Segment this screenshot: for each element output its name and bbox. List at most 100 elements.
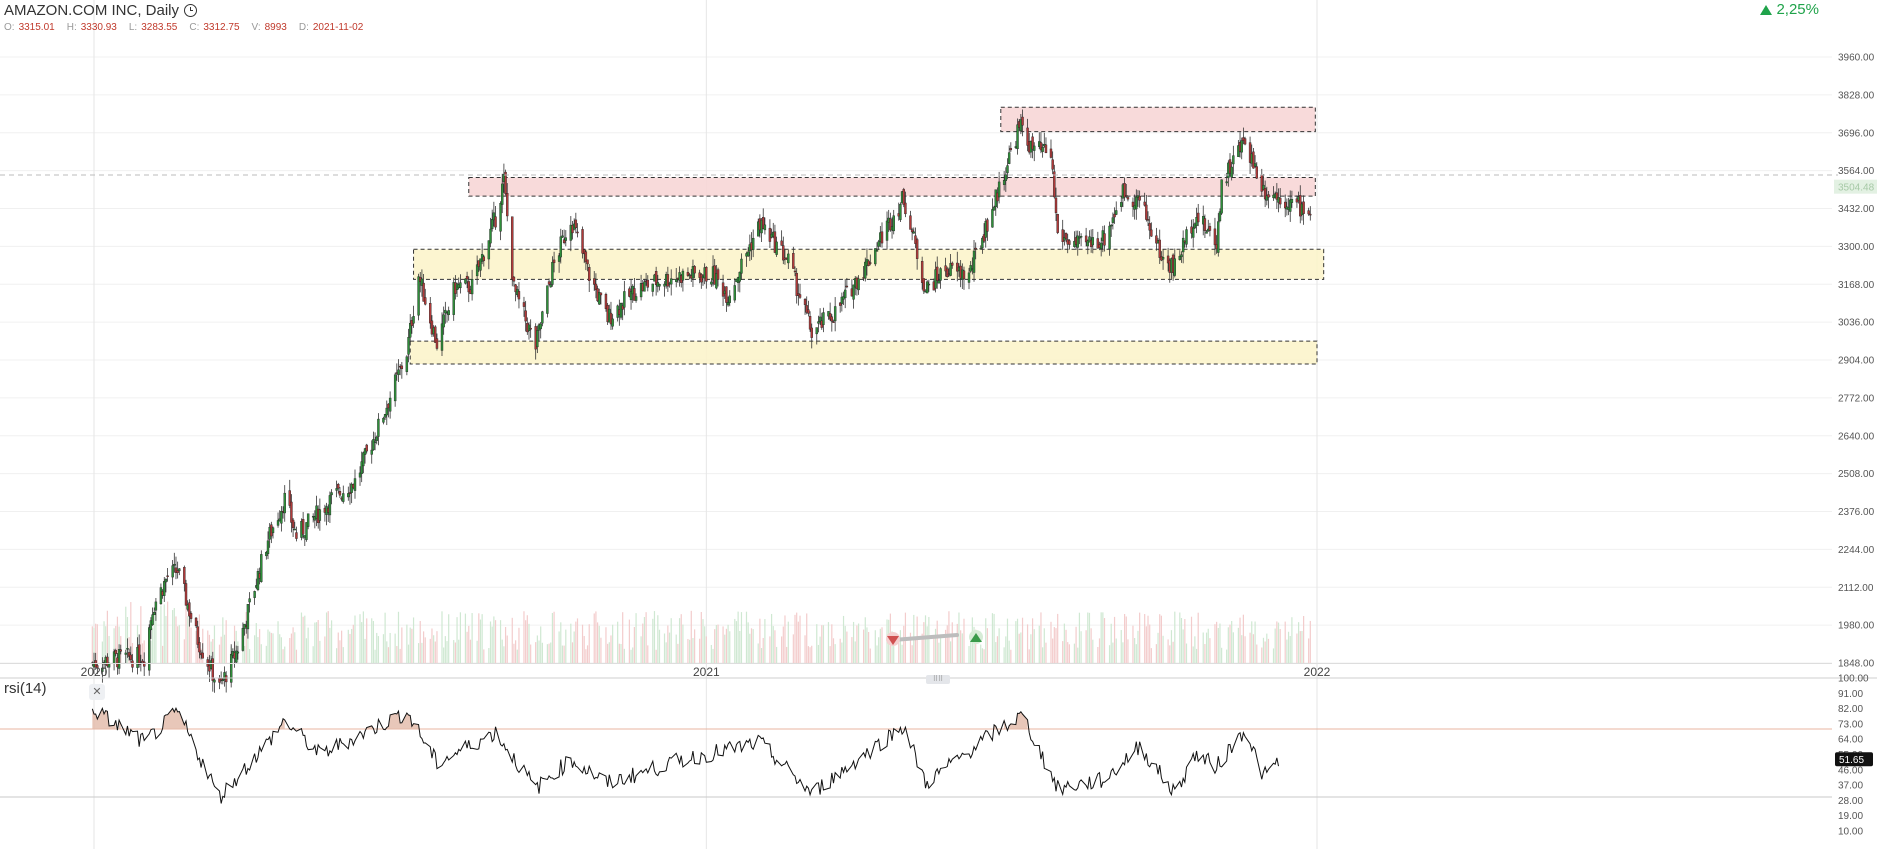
volume-bar — [1192, 646, 1194, 663]
volume-bar — [667, 625, 669, 663]
volume-bar — [623, 648, 625, 663]
volume-bar — [891, 631, 893, 663]
volume-bar — [752, 629, 754, 663]
volume-bar — [729, 631, 731, 663]
candle — [241, 627, 245, 651]
volume-bar — [1217, 627, 1219, 663]
candle — [1213, 228, 1217, 246]
volume-bar — [504, 626, 507, 663]
volume-bar — [1159, 614, 1161, 663]
volume-bar — [279, 634, 281, 663]
volume-bar — [1279, 629, 1281, 663]
volume-bar — [551, 612, 554, 663]
volume-bar — [511, 617, 513, 663]
volume-bar — [944, 629, 947, 663]
rsi-tick-label: 91.00 — [1838, 689, 1863, 700]
volume-bar — [797, 621, 799, 663]
volume-bar — [1103, 618, 1106, 663]
candle — [937, 280, 941, 284]
candle — [818, 316, 822, 322]
current-price-label: 3504.48 — [1838, 183, 1875, 194]
volume-bar — [489, 621, 492, 663]
volume-bar — [576, 618, 579, 663]
candle — [792, 253, 795, 269]
price-change: 2,25% — [1760, 1, 1819, 18]
volume-bar — [612, 624, 614, 663]
volume-bar — [934, 628, 937, 663]
volume-bar — [541, 642, 543, 663]
candle — [295, 532, 298, 539]
volume-bar — [1030, 634, 1032, 663]
candle — [710, 281, 713, 285]
candle — [922, 278, 926, 292]
rsi-overbought-fill — [92, 708, 116, 729]
candle — [562, 239, 566, 244]
volume-bar — [366, 618, 368, 663]
volume-bar — [1038, 625, 1040, 663]
close-icon[interactable]: ✕ — [89, 684, 105, 700]
volume-bar — [93, 627, 95, 663]
candle — [221, 679, 225, 682]
volume-bar — [1214, 624, 1216, 663]
volume-bar — [183, 639, 185, 663]
candle — [1099, 242, 1103, 250]
volume-bar — [454, 642, 456, 663]
volume-bar — [254, 635, 256, 663]
candle — [551, 261, 554, 285]
volume-bar — [155, 613, 157, 663]
pane-resize-handle[interactable]: ⠿⠿ — [926, 675, 950, 684]
volume-bar — [101, 641, 103, 663]
volume-bar — [1241, 635, 1243, 663]
volume-bar — [610, 635, 612, 663]
volume-bar — [1134, 638, 1136, 663]
volume-bar — [834, 644, 836, 663]
volume-bar — [1147, 615, 1149, 663]
volume-bar — [759, 618, 761, 663]
volume-bar — [745, 611, 748, 663]
candle — [288, 490, 291, 506]
candle — [670, 278, 673, 285]
volume-label: V: — [251, 22, 261, 33]
volume-bar — [1194, 636, 1196, 663]
candle — [830, 316, 834, 322]
volume-bar — [1073, 643, 1076, 663]
volume-bar — [809, 647, 811, 663]
volume-bar — [1052, 638, 1054, 663]
volume-bar — [1276, 621, 1278, 663]
candle — [599, 292, 603, 296]
volume-bar — [928, 616, 930, 663]
volume-bar — [220, 636, 222, 663]
candle — [490, 219, 494, 229]
volume-bar — [163, 604, 165, 663]
volume-bar — [312, 646, 314, 663]
candle — [586, 259, 589, 265]
candle — [1007, 152, 1011, 164]
candle — [559, 236, 562, 258]
volume-bar — [143, 640, 145, 663]
volume-bar — [996, 636, 999, 663]
candle — [725, 286, 728, 303]
candle — [564, 237, 568, 241]
volume-bar — [1115, 638, 1117, 663]
volume-bar — [1227, 627, 1229, 663]
candle — [337, 484, 340, 489]
volume-bar — [1179, 612, 1181, 663]
volume-bar — [998, 628, 1000, 663]
candle — [843, 289, 847, 299]
volume-bar — [481, 614, 483, 663]
volume-bar — [536, 635, 538, 663]
volume-bar — [197, 648, 199, 663]
close-value: 3312.75 — [203, 22, 240, 33]
volume-bar — [1291, 617, 1293, 663]
candle — [271, 527, 275, 534]
volume-bar — [359, 614, 361, 663]
candle — [1218, 211, 1222, 222]
candle — [1131, 201, 1135, 207]
volume-bar — [1205, 632, 1208, 663]
volume-bar — [352, 624, 354, 663]
candle — [1108, 225, 1111, 250]
volume-bar — [493, 616, 495, 663]
volume-bar — [1100, 612, 1102, 663]
clock-icon[interactable] — [184, 3, 198, 17]
